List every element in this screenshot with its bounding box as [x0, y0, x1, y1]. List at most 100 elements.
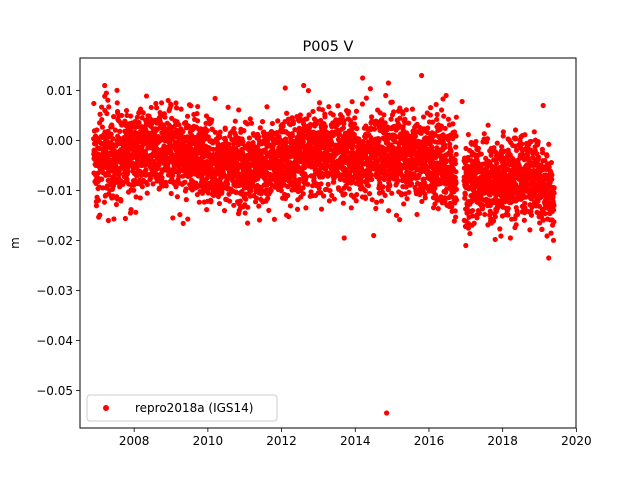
data-point: [335, 103, 341, 109]
data-point-outlier: [341, 235, 347, 241]
data-point: [501, 148, 507, 154]
data-point: [513, 147, 520, 153]
data-point: [492, 236, 498, 243]
data-point: [381, 112, 387, 118]
data-point: [485, 122, 491, 128]
data-point: [292, 176, 298, 183]
data-point: [359, 101, 365, 107]
data-point: [443, 158, 450, 164]
data-point: [187, 172, 194, 178]
data-point: [114, 87, 120, 93]
data-point: [414, 211, 420, 218]
x-tick-label: 2018: [487, 434, 518, 448]
data-point: [453, 133, 459, 139]
data-point: [494, 160, 500, 166]
data-point: [368, 114, 375, 120]
data-point: [539, 226, 545, 232]
data-point: [113, 163, 119, 169]
data-point: [314, 181, 320, 187]
data-point: [362, 188, 368, 194]
data-point: [389, 99, 395, 105]
data-point: [319, 107, 326, 113]
data-point: [341, 117, 347, 124]
data-point: [369, 197, 375, 203]
data-point: [244, 220, 251, 226]
data-point: [492, 214, 498, 220]
legend: repro2018a (IGS14): [86, 394, 278, 422]
data-point: [168, 102, 174, 108]
data-point: [99, 116, 105, 123]
data-point: [212, 95, 218, 102]
data-point: [442, 125, 448, 132]
data-point: [498, 233, 504, 239]
data-point: [342, 191, 348, 197]
data-point: [133, 209, 139, 215]
data-point: [544, 153, 550, 159]
data-point: [402, 116, 408, 122]
data-point: [335, 165, 341, 171]
data-point: [358, 179, 364, 185]
data-point: [143, 93, 150, 99]
data-point: [469, 207, 476, 214]
x-axis: 2008 2010 2012 2014 2016 2018 2020: [119, 428, 592, 448]
data-point: [232, 118, 238, 124]
data-point: [243, 196, 249, 202]
chart-title: P005 V: [303, 39, 354, 55]
data-point: [194, 118, 201, 124]
data-point: [440, 96, 446, 102]
data-point: [177, 211, 183, 218]
data-point: [371, 126, 378, 132]
data-point: [170, 172, 176, 179]
data-point: [353, 198, 359, 204]
data-point: [162, 114, 168, 120]
data-point: [227, 198, 233, 204]
data-point: [184, 113, 191, 119]
data-point: [136, 120, 142, 126]
data-point: [246, 135, 253, 141]
data-point: [236, 182, 242, 189]
data-point: [450, 121, 456, 127]
data-point: [173, 100, 179, 106]
data-point: [231, 125, 237, 132]
data-point: [453, 144, 459, 150]
data-point: [183, 197, 189, 203]
data-point: [401, 201, 407, 207]
data-point: [216, 200, 223, 207]
data-point: [411, 115, 417, 122]
data-point: [438, 123, 444, 129]
y-tick-label: −0.03: [36, 284, 73, 298]
data-point: [137, 106, 144, 112]
data-point: [352, 115, 358, 121]
data-point: [122, 215, 129, 222]
data-point: [204, 207, 210, 213]
x-tick-label: 2010: [193, 434, 224, 448]
data-point: [403, 184, 409, 190]
data-point: [314, 118, 320, 124]
data-point: [540, 217, 547, 223]
data-point: [462, 191, 468, 197]
data-point: [388, 116, 394, 122]
data-point: [412, 133, 419, 140]
data-point: [159, 175, 165, 181]
data-point: [183, 186, 189, 192]
data-point: [95, 197, 102, 203]
data-point: [467, 230, 473, 237]
data-point: [318, 206, 325, 212]
data-point: [241, 128, 247, 134]
data-point: [427, 112, 433, 118]
data-point-outlier: [546, 255, 552, 261]
data-point-outlier: [459, 98, 465, 105]
data-point: [351, 131, 357, 138]
data-point: [481, 131, 487, 137]
data-point: [108, 131, 114, 137]
data-point: [497, 226, 503, 232]
data-point: [350, 125, 356, 131]
data-point: [118, 112, 125, 119]
data-point: [348, 205, 354, 211]
data-point: [222, 126, 228, 132]
data-point: [93, 203, 100, 209]
data-point: [452, 208, 458, 214]
data-point: [419, 198, 425, 205]
data-point: [143, 167, 149, 173]
data-point: [296, 176, 303, 183]
